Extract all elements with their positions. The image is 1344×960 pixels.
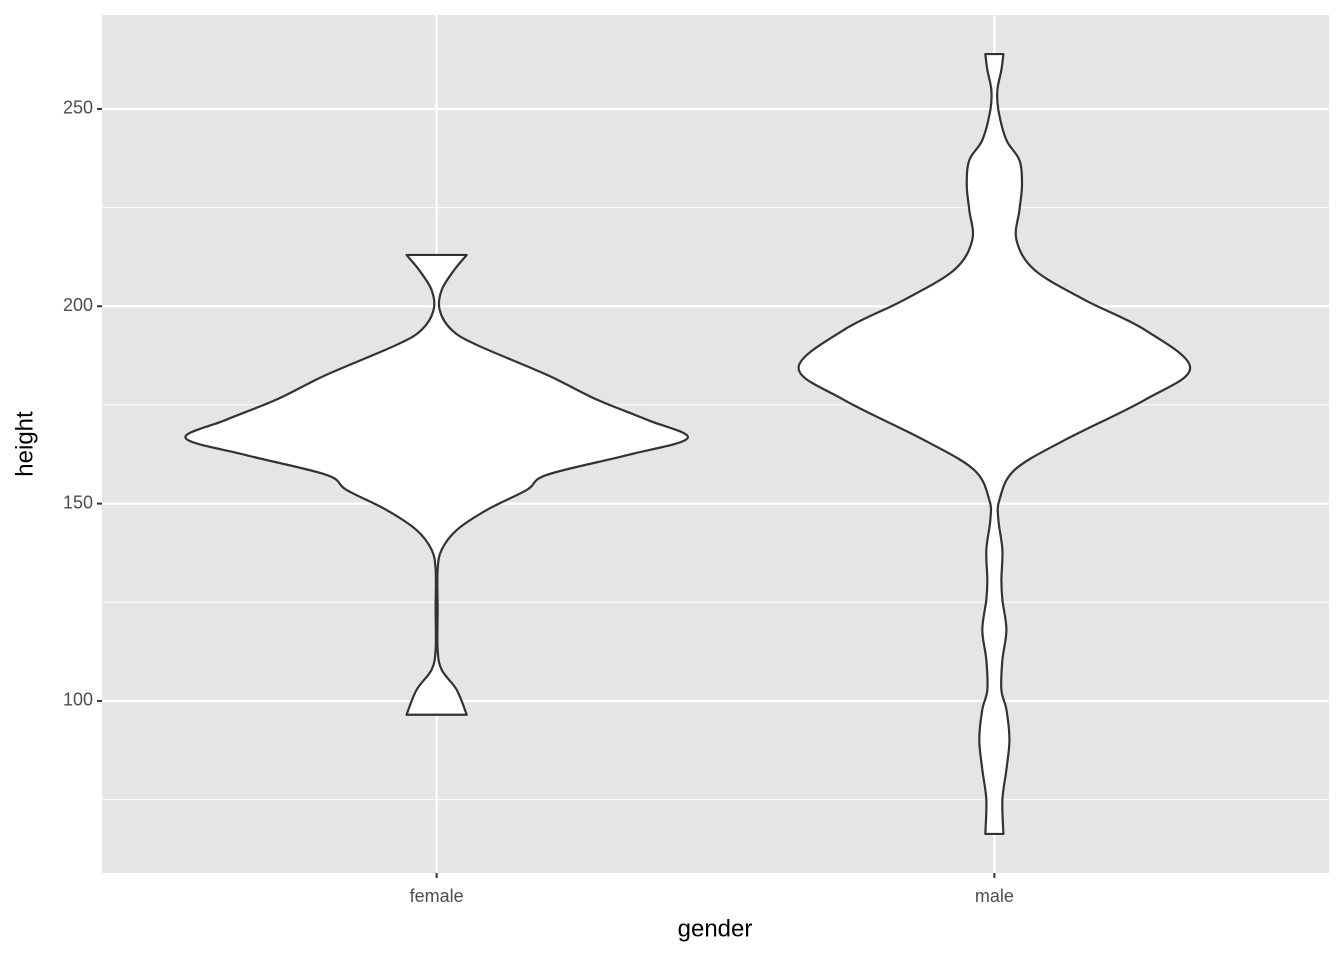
y-tick-label: 250 <box>63 98 93 118</box>
x-axis-title: gender <box>678 915 753 942</box>
y-tick-label: 150 <box>63 492 93 512</box>
y-tick-label: 100 <box>63 690 93 710</box>
x-tick-label: male <box>975 886 1014 906</box>
violin <box>184 253 689 716</box>
x-tick-label: female <box>410 886 464 906</box>
y-tick-label: 200 <box>63 295 93 315</box>
violin <box>797 52 1192 836</box>
y-axis-title: height <box>11 411 38 477</box>
